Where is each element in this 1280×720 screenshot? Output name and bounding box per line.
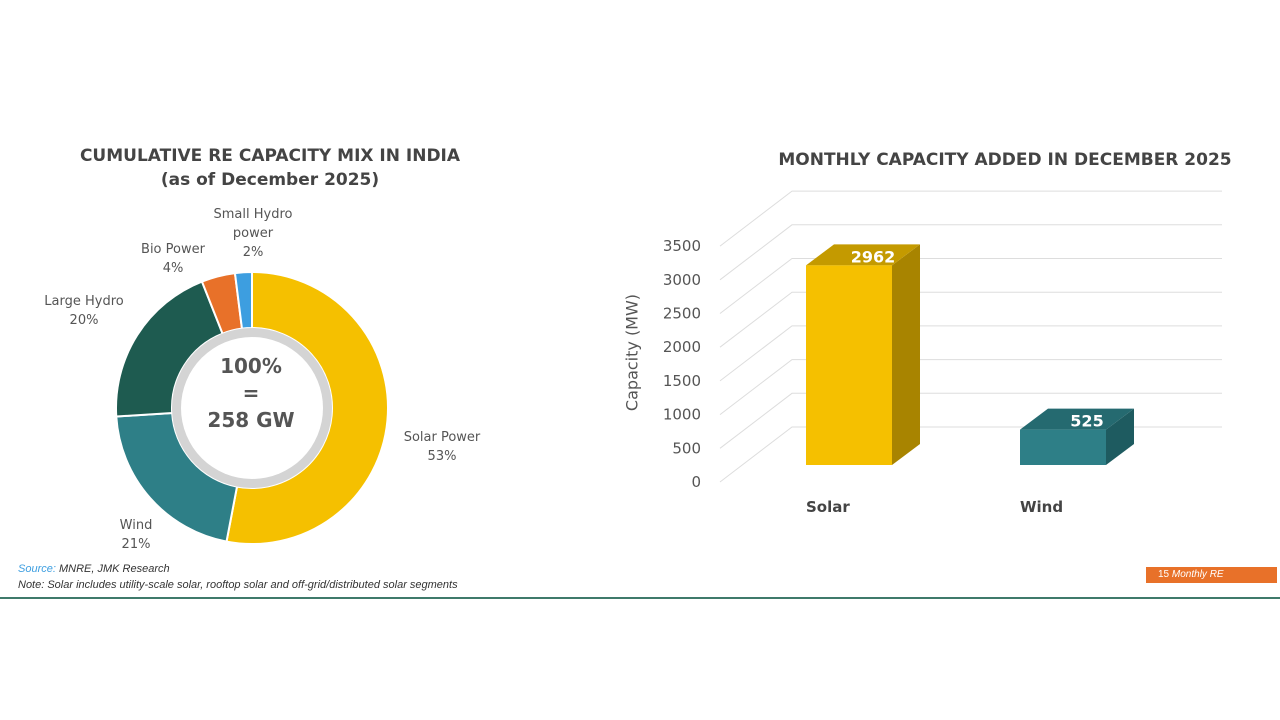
y-tick-label: 1500 — [663, 372, 701, 390]
bar-side — [1106, 408, 1134, 465]
bar-wind — [1020, 429, 1106, 465]
page-badge: 15 Monthly RE — [1146, 567, 1277, 583]
y-tick-label: 2000 — [663, 338, 701, 356]
donut-hole — [181, 337, 323, 479]
gridline — [719, 325, 1222, 382]
gridline — [719, 359, 1222, 415]
bar-solar — [806, 265, 892, 465]
donut-slice-small-hydro-power — [233, 270, 253, 330]
bar-side — [892, 244, 920, 465]
slice-label-large-hydro: Large Hydro 20% — [44, 294, 124, 328]
slice-label-bio: Bio Power 4% — [141, 242, 205, 276]
slice-label-small-hydro: Small Hydro power 2% — [213, 207, 293, 260]
gridline — [719, 426, 1222, 483]
footer-rule — [0, 597, 1280, 599]
y-axis-label: Capacity (MW) — [622, 293, 642, 412]
gridline — [719, 258, 1222, 314]
y-tick-label: 0 — [691, 473, 701, 491]
y-tick-label: 3500 — [663, 237, 701, 255]
bar-title: MONTHLY CAPACITY ADDED IN DECEMBER 2025 — [778, 150, 1232, 170]
gridline — [719, 291, 1222, 348]
slice-label-solar: Solar Power 53% — [403, 430, 481, 464]
slice-label-wind: Wind 21% — [119, 518, 153, 552]
donut-title: CUMULATIVE RE CAPACITY MIX IN INDIA (as … — [60, 146, 480, 190]
donut-title-line1: CUMULATIVE RE CAPACITY MIX IN INDIA — [79, 146, 461, 166]
bar-top — [806, 244, 920, 266]
y-tick-label: 3000 — [663, 271, 701, 289]
y-tick-label: 500 — [672, 439, 701, 457]
gridline — [719, 224, 1222, 281]
source-line: Source: MNRE, JMK Research — [18, 563, 170, 575]
x-tick-label: Solar — [806, 498, 850, 516]
y-tick-label: 2500 — [663, 305, 701, 323]
y-tick-label: 1000 — [663, 406, 701, 424]
donut-subtitle: (as of December 2025) — [160, 170, 380, 190]
donut-slice-solar-power — [225, 270, 389, 545]
note-line: Note: Solar includes utility-scale solar… — [18, 579, 458, 591]
bar-top — [1020, 408, 1134, 430]
x-tick-label: Wind — [1020, 498, 1063, 516]
gridline — [719, 190, 1222, 247]
data-label: 525 — [1070, 412, 1103, 431]
data-label: 2962 — [851, 247, 896, 266]
gridline — [719, 392, 1222, 449]
donut-center-label: 100% = 258 GW — [207, 354, 295, 432]
